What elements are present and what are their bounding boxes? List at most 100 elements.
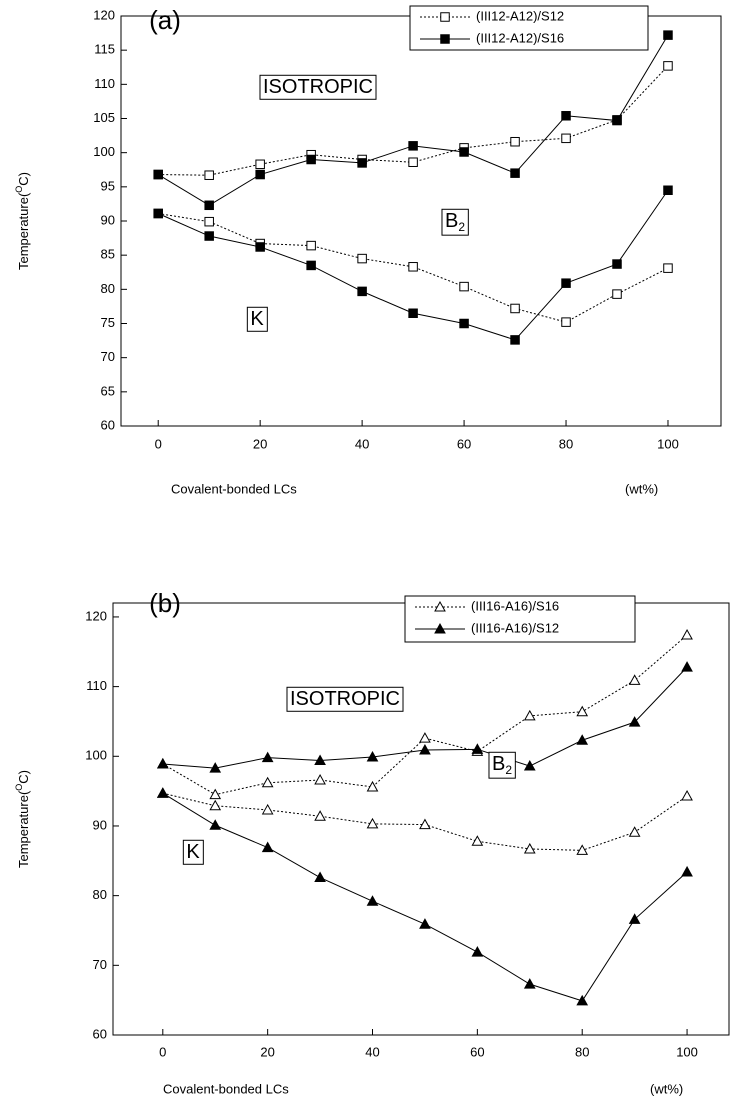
x-tick-label: 60 [457,436,471,451]
panel-label: (b) [149,588,181,618]
annotation-box [286,686,404,712]
x-tick-label: 60 [470,1044,484,1059]
marker [306,260,316,271]
x-tick-label: 0 [155,436,162,451]
marker [261,803,274,815]
marker [419,918,431,929]
marker [357,158,367,168]
y-tick-label: 70 [93,957,107,972]
marker [459,147,469,157]
marker [204,170,214,180]
marker [357,286,367,297]
y-tick-label: 90 [101,212,115,227]
y-title-sup: O [14,186,24,193]
marker [419,732,431,743]
marker [306,240,316,251]
marker [576,844,589,855]
x-tick-label: 20 [253,436,267,451]
x-tick-label: 0 [159,1044,166,1059]
marker [523,978,536,989]
marker [440,34,450,44]
marker [366,780,379,792]
legend-label: (III12-A12)/S12 [476,8,564,23]
marker [209,788,222,800]
marker [366,895,379,906]
annotation-box [441,208,469,236]
annotation-sub: 2 [458,220,465,234]
marker [628,716,641,727]
marker [681,661,693,672]
x-tick-label: 100 [676,1044,698,1059]
x-axis-unit: (wt%) [625,481,658,496]
marker [261,751,274,763]
marker [440,12,450,22]
annotation: K [186,841,200,863]
marker [153,208,163,219]
marker [576,705,589,717]
marker [510,168,520,178]
marker [576,994,589,1006]
marker [255,159,265,170]
y-tick-label: 115 [94,42,115,57]
marker [561,111,571,121]
marker [261,776,274,788]
marker [204,216,214,227]
y-title-rest: C) [16,172,31,186]
marker [156,787,169,798]
marker [153,169,163,180]
x-tick-label: 80 [559,436,573,451]
annotation-text: K [250,308,264,330]
marker [510,335,520,345]
series-line [157,34,669,206]
marker [314,810,326,821]
y-tick-label: 90 [93,817,107,832]
marker [306,154,316,165]
marker [209,819,222,830]
marker [204,231,214,241]
y-tick-label: 70 [101,349,115,364]
marker [314,754,326,765]
annotation: B2 [492,753,512,777]
marker [510,303,520,314]
marker [408,308,418,318]
marker [471,835,484,846]
annotation-box [488,751,516,779]
marker [357,253,367,264]
marker [663,61,673,71]
y-title-text: Temperature( [16,790,31,868]
y-tick-label: 60 [101,417,115,432]
marker [612,259,622,269]
annotation-box [182,839,204,865]
x-tick-label: 40 [365,1044,379,1059]
annotation-text: ISOTROPIC [290,688,400,710]
marker [434,600,446,612]
marker [561,317,571,327]
marker [459,281,469,292]
marker [561,278,571,288]
y-tick-label: 60 [93,1026,107,1041]
annotation-text: B [492,753,505,775]
marker [255,169,265,180]
series-line [158,212,669,323]
y-tick-label: 75 [101,315,115,330]
marker [314,773,326,785]
legend-label: (III16-A16)/S12 [471,620,559,635]
legend-label: (III12-A12)/S16 [476,30,564,45]
marker [471,946,484,957]
marker [523,760,536,771]
marker [366,817,379,829]
marker [523,842,536,854]
y-title-text: Temperature( [16,192,31,270]
legend-label: (III16-A16)/S16 [471,598,559,613]
marker [681,629,693,640]
marker [612,115,622,126]
annotation-text: K [186,841,200,863]
marker [612,289,622,299]
legend-box [404,595,636,643]
marker [681,789,693,801]
marker [261,841,274,853]
y-tick-label: 110 [94,76,115,91]
marker [156,757,169,769]
marker [663,185,673,195]
